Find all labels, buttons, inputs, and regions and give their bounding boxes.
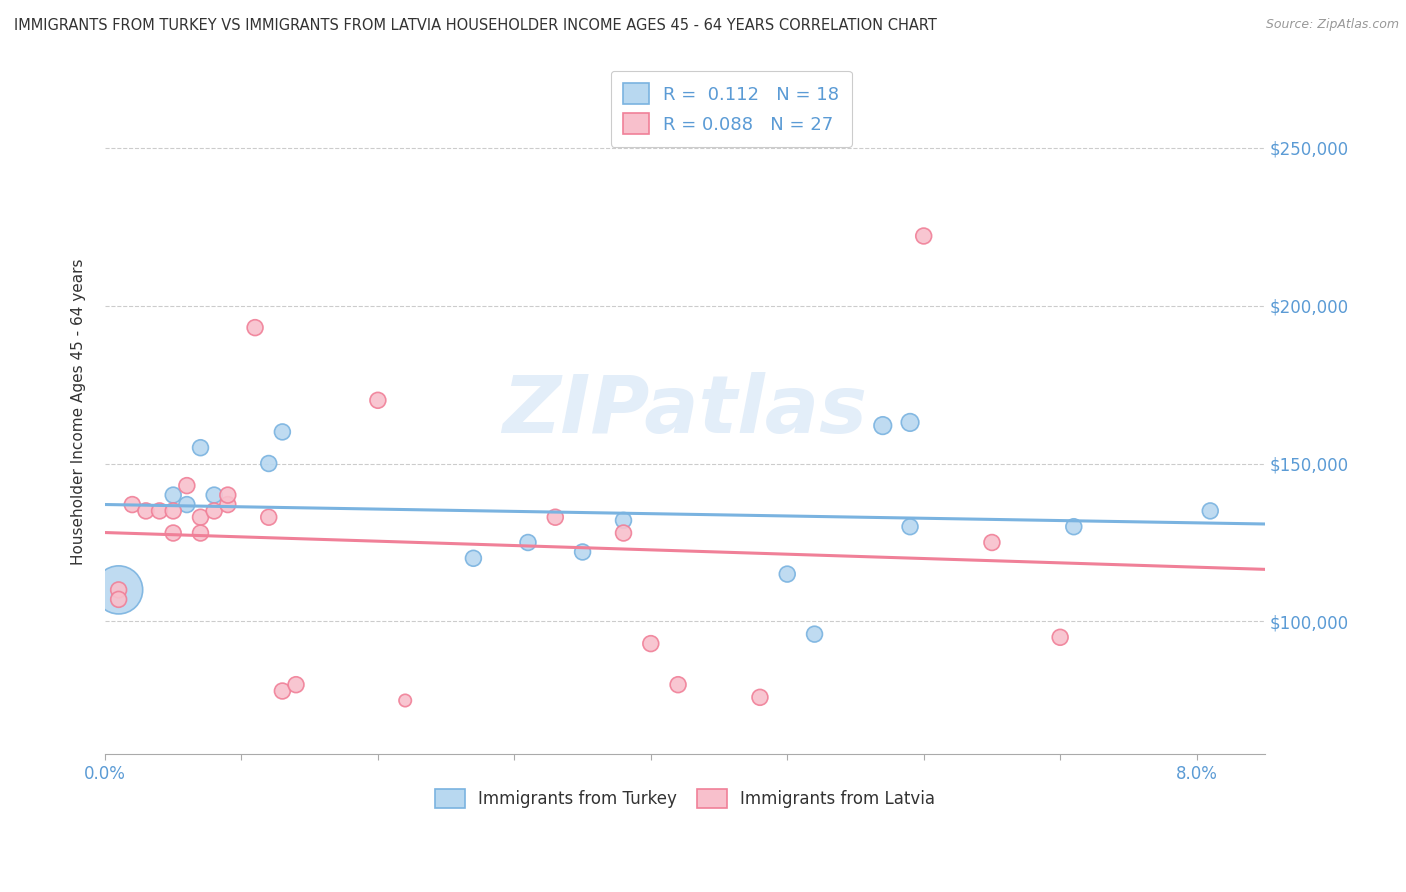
Point <box>162 504 184 518</box>
Point <box>803 627 825 641</box>
Text: Source: ZipAtlas.com: Source: ZipAtlas.com <box>1265 18 1399 31</box>
Point <box>257 457 280 471</box>
Point <box>898 416 921 430</box>
Point <box>1049 630 1071 644</box>
Point <box>666 678 689 692</box>
Point <box>202 504 225 518</box>
Point <box>1199 504 1222 518</box>
Text: IMMIGRANTS FROM TURKEY VS IMMIGRANTS FROM LATVIA HOUSEHOLDER INCOME AGES 45 - 64: IMMIGRANTS FROM TURKEY VS IMMIGRANTS FRO… <box>14 18 936 33</box>
Point <box>162 526 184 541</box>
Point <box>612 526 634 541</box>
Y-axis label: Householder Income Ages 45 - 64 years: Householder Income Ages 45 - 64 years <box>72 258 86 565</box>
Text: ZIPatlas: ZIPatlas <box>502 372 868 450</box>
Point <box>640 637 662 651</box>
Point <box>271 425 294 439</box>
Point <box>107 582 129 597</box>
Point <box>980 535 1002 549</box>
Point <box>394 693 416 707</box>
Point <box>1063 519 1085 533</box>
Point <box>285 678 308 692</box>
Point <box>190 526 212 541</box>
Point <box>517 535 540 549</box>
Point <box>162 488 184 502</box>
Point <box>107 592 129 607</box>
Point <box>612 513 634 527</box>
Point <box>544 510 567 524</box>
Point <box>749 690 772 705</box>
Point <box>176 498 198 512</box>
Point <box>148 504 170 518</box>
Point <box>776 567 799 582</box>
Point <box>367 393 389 408</box>
Point <box>243 320 266 334</box>
Point <box>898 519 921 533</box>
Point <box>202 488 225 502</box>
Point <box>571 545 593 559</box>
Point <box>271 684 294 698</box>
Point <box>257 510 280 524</box>
Point <box>190 441 212 455</box>
Point <box>107 582 129 597</box>
Point <box>190 510 212 524</box>
Legend: Immigrants from Turkey, Immigrants from Latvia: Immigrants from Turkey, Immigrants from … <box>427 782 942 814</box>
Point <box>176 478 198 492</box>
Point <box>217 488 239 502</box>
Point <box>217 498 239 512</box>
Point <box>912 229 935 244</box>
Point <box>872 418 894 433</box>
Point <box>121 498 143 512</box>
Point <box>463 551 485 566</box>
Point <box>135 504 157 518</box>
